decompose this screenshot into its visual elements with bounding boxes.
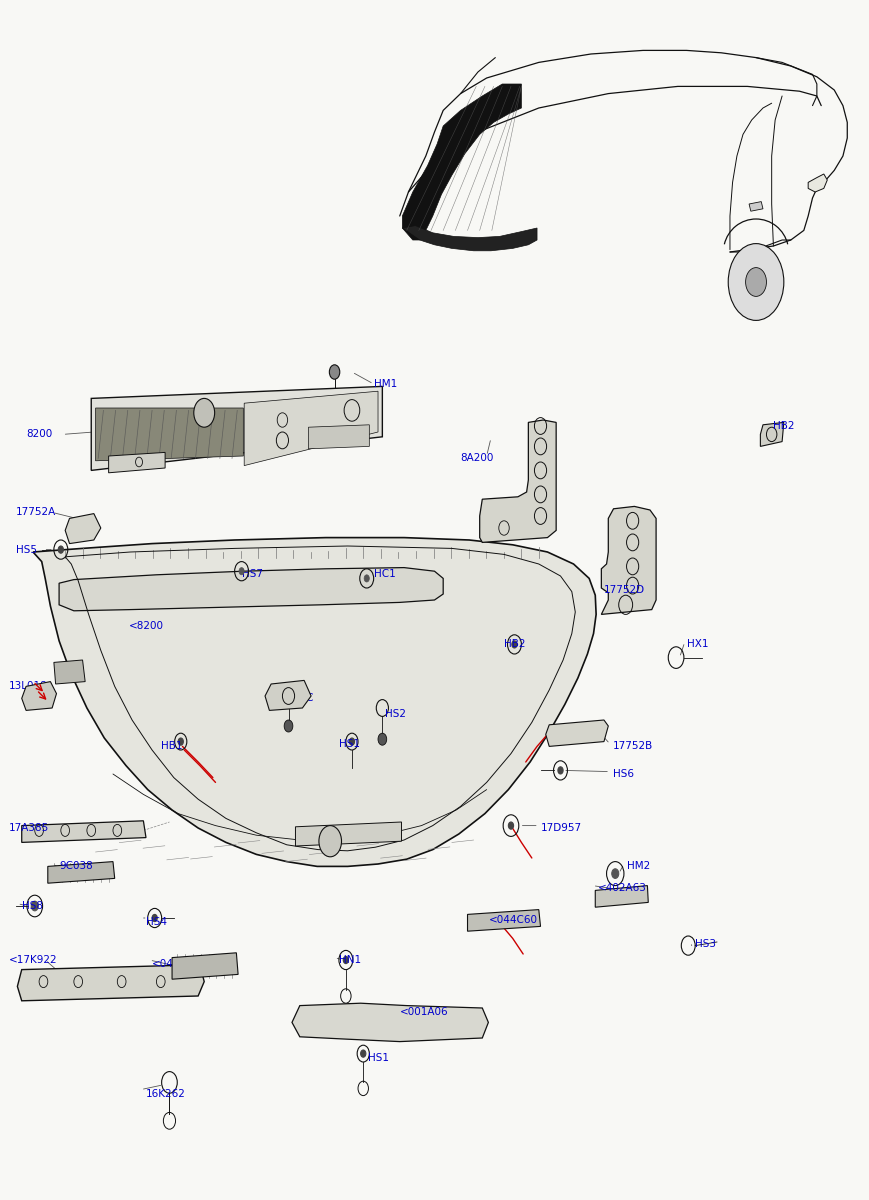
Polygon shape — [546, 720, 608, 746]
Polygon shape — [308, 425, 369, 449]
Circle shape — [512, 641, 517, 648]
Polygon shape — [129, 614, 165, 641]
Text: <402A63: <402A63 — [598, 883, 647, 893]
Text: 17752A: 17752A — [16, 508, 56, 517]
Polygon shape — [48, 862, 115, 883]
Polygon shape — [22, 682, 56, 710]
Polygon shape — [59, 568, 443, 611]
Polygon shape — [54, 660, 85, 684]
Polygon shape — [480, 420, 556, 542]
Circle shape — [558, 767, 563, 774]
Text: 17752B: 17752B — [613, 742, 653, 751]
Polygon shape — [17, 965, 204, 1001]
Text: HS7: HS7 — [242, 569, 262, 578]
Text: car parts: car parts — [348, 665, 521, 703]
Polygon shape — [91, 386, 382, 470]
Polygon shape — [595, 886, 648, 907]
Text: HS6: HS6 — [613, 769, 634, 779]
Circle shape — [746, 268, 766, 296]
Text: HB2: HB2 — [504, 640, 526, 649]
Circle shape — [319, 826, 342, 857]
Circle shape — [349, 738, 355, 745]
Text: <8200: <8200 — [129, 622, 163, 631]
Text: <044C60: <044C60 — [488, 916, 537, 925]
Circle shape — [361, 1050, 366, 1057]
Text: HM2: HM2 — [627, 862, 651, 871]
Text: HB1: HB1 — [161, 742, 182, 751]
Circle shape — [612, 869, 619, 878]
Text: HS3: HS3 — [695, 940, 716, 949]
Text: <04330: <04330 — [152, 959, 194, 968]
Text: 13L018: 13L018 — [9, 682, 48, 691]
Text: scuderia: scuderia — [170, 566, 490, 634]
Polygon shape — [209, 612, 236, 638]
Polygon shape — [295, 822, 401, 846]
Text: 8A200: 8A200 — [461, 454, 494, 463]
Text: 17752D: 17752D — [604, 586, 645, 595]
Polygon shape — [65, 514, 101, 544]
Circle shape — [194, 398, 215, 427]
Text: 17D957: 17D957 — [541, 823, 581, 833]
Text: HS5: HS5 — [16, 545, 36, 554]
Circle shape — [31, 901, 38, 911]
Text: <17K922: <17K922 — [9, 955, 57, 965]
Circle shape — [329, 365, 340, 379]
Text: HS1: HS1 — [368, 1054, 388, 1063]
Circle shape — [239, 568, 244, 575]
Text: 17752C: 17752C — [274, 694, 315, 703]
Circle shape — [343, 956, 348, 964]
Polygon shape — [96, 408, 243, 461]
Polygon shape — [244, 391, 378, 466]
Text: 9C038: 9C038 — [59, 862, 93, 871]
Circle shape — [364, 575, 369, 582]
Text: HS1: HS1 — [339, 739, 360, 749]
Text: HS4: HS4 — [146, 917, 167, 926]
Circle shape — [284, 720, 293, 732]
Text: 17A385: 17A385 — [9, 823, 49, 833]
Polygon shape — [468, 910, 541, 931]
Polygon shape — [402, 226, 537, 251]
Polygon shape — [109, 452, 165, 473]
Text: HM1: HM1 — [374, 379, 397, 389]
Polygon shape — [402, 84, 521, 240]
Text: 16K262: 16K262 — [146, 1090, 186, 1099]
Circle shape — [152, 914, 157, 922]
Text: <001A06: <001A06 — [400, 1007, 448, 1016]
Polygon shape — [601, 506, 656, 614]
Polygon shape — [434, 571, 452, 602]
Circle shape — [178, 738, 183, 745]
Text: HN1: HN1 — [339, 955, 361, 965]
Polygon shape — [172, 953, 238, 979]
Polygon shape — [760, 422, 784, 446]
Text: HS8: HS8 — [22, 901, 43, 911]
Circle shape — [378, 733, 387, 745]
Text: HC1: HC1 — [374, 569, 395, 578]
Circle shape — [508, 822, 514, 829]
Circle shape — [728, 244, 784, 320]
Polygon shape — [22, 821, 146, 842]
Circle shape — [58, 546, 63, 553]
Text: HB2: HB2 — [773, 421, 795, 431]
Polygon shape — [265, 680, 311, 710]
Text: HX1: HX1 — [687, 640, 708, 649]
Polygon shape — [749, 202, 763, 211]
Text: 8200: 8200 — [26, 430, 52, 439]
Polygon shape — [33, 538, 596, 866]
Polygon shape — [808, 174, 827, 192]
Polygon shape — [292, 1003, 488, 1042]
Text: HS2: HS2 — [385, 709, 406, 719]
